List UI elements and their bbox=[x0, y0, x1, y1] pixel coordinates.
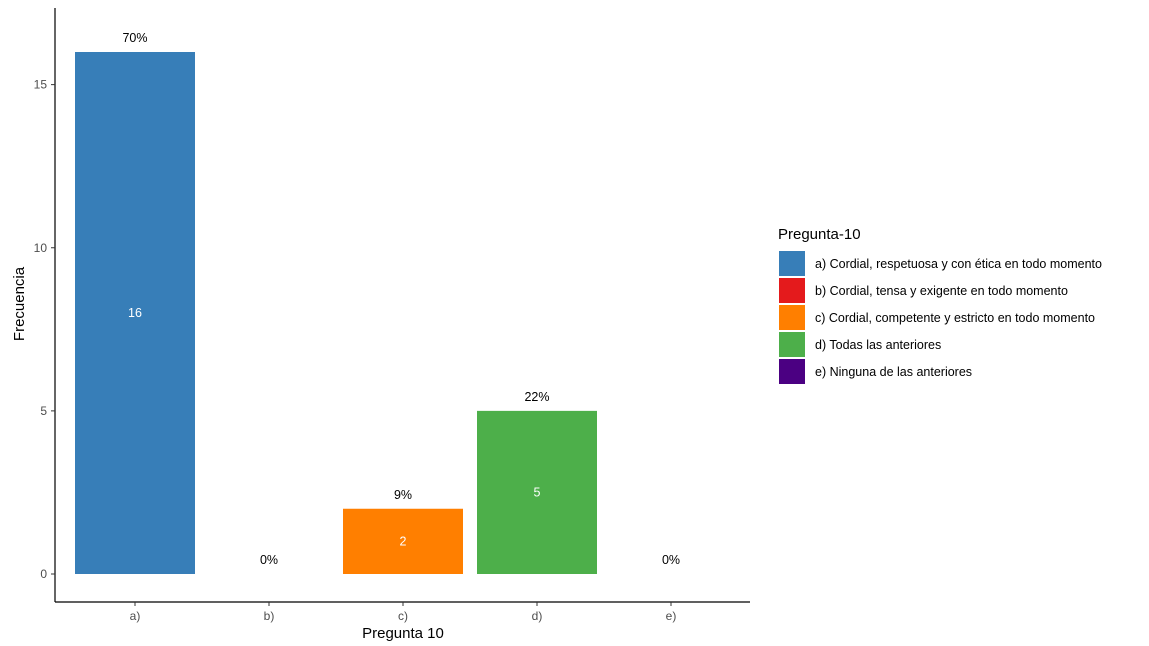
x-axis-title: Pregunta 10 bbox=[362, 625, 444, 642]
x-tick-label-b: b) bbox=[264, 609, 275, 623]
bar-d bbox=[477, 410, 597, 574]
legend-swatch-d bbox=[779, 332, 805, 357]
percent-label-e: 0% bbox=[662, 553, 680, 567]
legend-label-a: a) Cordial, respetuosa y con ética en to… bbox=[815, 257, 1102, 271]
bars-layer bbox=[75, 52, 597, 574]
y-axis-title: Frecuencia bbox=[11, 266, 28, 341]
legend-label-b: b) Cordial, tensa y exigente en todo mom… bbox=[815, 284, 1068, 298]
y-tick-label-15: 15 bbox=[34, 78, 48, 92]
percent-label-d: 22% bbox=[524, 390, 549, 404]
legend-label-c: c) Cordial, competente y estricto en tod… bbox=[815, 311, 1095, 325]
percent-label-c: 9% bbox=[394, 488, 412, 502]
percent-label-b: 0% bbox=[260, 553, 278, 567]
legend-label-e: e) Ninguna de las anteriores bbox=[815, 365, 972, 379]
y-tick-label-10: 10 bbox=[34, 241, 48, 255]
x-tick-label-d: d) bbox=[532, 609, 543, 623]
legend-swatch-e bbox=[779, 359, 805, 384]
y-tick-label-0: 0 bbox=[40, 567, 47, 581]
bar-labels-layer: 70% 16 0% 9% 2 22% 5 0% bbox=[122, 31, 680, 567]
axes-layer: 0 5 10 15 a) b) c) d) e) bbox=[34, 8, 750, 623]
legend-title: Pregunta-10 bbox=[778, 226, 861, 243]
bar-a bbox=[75, 52, 195, 574]
bar-c bbox=[343, 508, 463, 574]
legend-swatch-a bbox=[779, 251, 805, 276]
y-tick-label-5: 5 bbox=[40, 404, 47, 418]
legend-swatch-b bbox=[779, 278, 805, 303]
count-label-a: 16 bbox=[128, 306, 142, 320]
legend: Pregunta-10 a) Cordial, respetuosa y con… bbox=[778, 226, 1102, 384]
x-tick-label-a: a) bbox=[130, 609, 141, 623]
count-label-d: 5 bbox=[534, 485, 541, 499]
x-tick-label-e: e) bbox=[666, 609, 677, 623]
legend-label-d: d) Todas las anteriores bbox=[815, 338, 941, 352]
percent-label-a: 70% bbox=[122, 31, 147, 45]
count-label-c: 2 bbox=[400, 534, 407, 548]
x-tick-label-c: c) bbox=[398, 609, 408, 623]
legend-swatch-c bbox=[779, 305, 805, 330]
